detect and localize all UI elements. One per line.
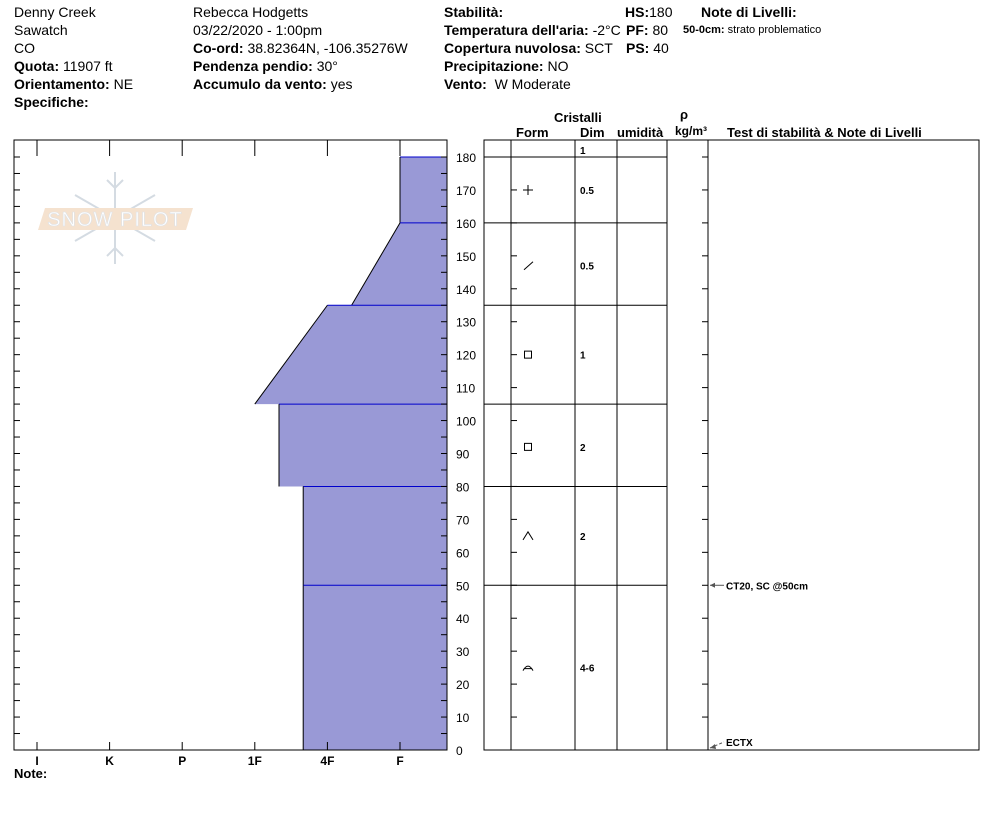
precipitation: Precipitazione: NO xyxy=(444,58,569,74)
depth-tick-label: 150 xyxy=(456,250,476,264)
depth-tick-label: 20 xyxy=(456,678,470,692)
depth-tick-label: 70 xyxy=(456,513,470,527)
hardness-label: 1F xyxy=(248,754,262,768)
depth-hoar-chains-icon xyxy=(522,665,534,671)
ski-penetration: PS: 40 xyxy=(626,40,669,56)
stability-test-label: CT20, SC @50cm xyxy=(726,581,808,592)
depth-tick-label: 110 xyxy=(456,382,475,396)
depth-tick-label: 80 xyxy=(456,480,470,494)
hardness-label: F xyxy=(396,754,403,768)
precipitation-particles-icon xyxy=(523,184,533,195)
layer-edge xyxy=(351,222,401,306)
top-row-dim: 1 xyxy=(580,146,586,157)
wind: Vento: W Moderate xyxy=(444,76,571,92)
range: Sawatch xyxy=(14,22,68,38)
depth-tick-label: 140 xyxy=(456,283,476,297)
depth-tick-label: 0 xyxy=(456,744,463,758)
hardness-layer xyxy=(303,585,447,750)
hardness-layer xyxy=(254,305,447,405)
grain-size: 2 xyxy=(580,443,586,454)
grain-size: 1 xyxy=(580,351,586,362)
depth-tick-label: 50 xyxy=(456,579,470,593)
observer: Rebecca Hodgetts xyxy=(193,4,309,20)
layer-table-frame xyxy=(483,139,980,751)
wind-loading: Accumulo da vento: yes xyxy=(193,76,353,92)
depth-tick-label: 120 xyxy=(456,349,476,363)
hardness-label: P xyxy=(178,754,186,768)
faceted-crystals-icon xyxy=(524,442,532,451)
note-label: Note: xyxy=(14,766,48,781)
depth-tick-label: 180 xyxy=(456,151,476,165)
coordinates: Co-ord: 38.82364N, -106.35276W xyxy=(193,40,408,56)
specifics: Specifiche: xyxy=(14,94,89,110)
density-symbol: ρ xyxy=(680,107,689,122)
depth-tick-label: 40 xyxy=(456,612,470,626)
stability-test-label: ECTX xyxy=(726,738,753,749)
snow-height: HS:180 xyxy=(625,4,673,20)
elevation: Quota: 11907 ft xyxy=(14,58,113,74)
watermark-text: SNOW PILOT xyxy=(47,209,183,231)
moisture-header: umidità xyxy=(617,125,664,140)
hardness-layer xyxy=(400,157,447,223)
grain-size: 0.5 xyxy=(580,186,594,197)
depth-tick-label: 170 xyxy=(456,184,476,198)
foot-penetration: PF: 80 xyxy=(626,21,669,39)
air-temperature: Temperatura dell'aria: -2°C xyxy=(444,22,621,38)
hardness-layer xyxy=(303,486,447,586)
depth-tick-label: 130 xyxy=(456,316,476,330)
tests-header: Test di stabilità & Note di Livelli xyxy=(727,125,922,140)
hardness-label: I xyxy=(35,754,38,768)
layer-edge xyxy=(254,304,328,405)
form-header: Form xyxy=(516,125,549,140)
stability: Stabilità: xyxy=(444,4,504,20)
layer-notes-title: Note di Livelli: xyxy=(701,4,797,20)
hardness-plot-frame xyxy=(13,139,448,751)
aspect: Orientamento: NE xyxy=(14,76,134,92)
hardness-layer xyxy=(351,222,447,306)
depth-tick-label: 30 xyxy=(456,645,470,659)
grain-size: 2 xyxy=(580,532,586,543)
depth-hoar-icon xyxy=(522,530,534,541)
grain-size: 0.5 xyxy=(580,262,594,273)
hardness-label: 4F xyxy=(320,754,334,768)
slope: Pendenza pendio: 30° xyxy=(193,58,338,74)
hardness-label: K xyxy=(105,754,114,768)
arrow-head-icon xyxy=(710,744,716,749)
dim-header: Dim xyxy=(580,125,605,140)
crystals-header: Cristalli xyxy=(554,110,602,125)
grain-size: 4-6 xyxy=(580,664,595,675)
arrow-head-icon xyxy=(710,582,715,588)
datetime: 03/22/2020 - 1:00pm xyxy=(193,22,323,38)
faceted-crystals-icon xyxy=(524,350,532,359)
state: CO xyxy=(14,40,35,56)
decomposing-fragments-icon xyxy=(523,261,534,271)
sky-cover: Copertura nuvolosa: SCT xyxy=(444,40,613,56)
layer-note: 50-0cm: strato problematico xyxy=(683,24,822,36)
snowpilot-watermark: SNOW PILOT xyxy=(38,172,193,264)
location: Denny Creek xyxy=(14,4,96,20)
density-unit: kg/m³ xyxy=(675,124,708,138)
depth-tick-label: 60 xyxy=(456,546,470,560)
depth-tick-label: 90 xyxy=(456,448,470,462)
depth-tick-label: 160 xyxy=(456,217,476,231)
hardness-layer xyxy=(279,404,447,487)
depth-tick-label: 10 xyxy=(456,711,470,725)
depth-tick-label: 100 xyxy=(456,415,476,429)
